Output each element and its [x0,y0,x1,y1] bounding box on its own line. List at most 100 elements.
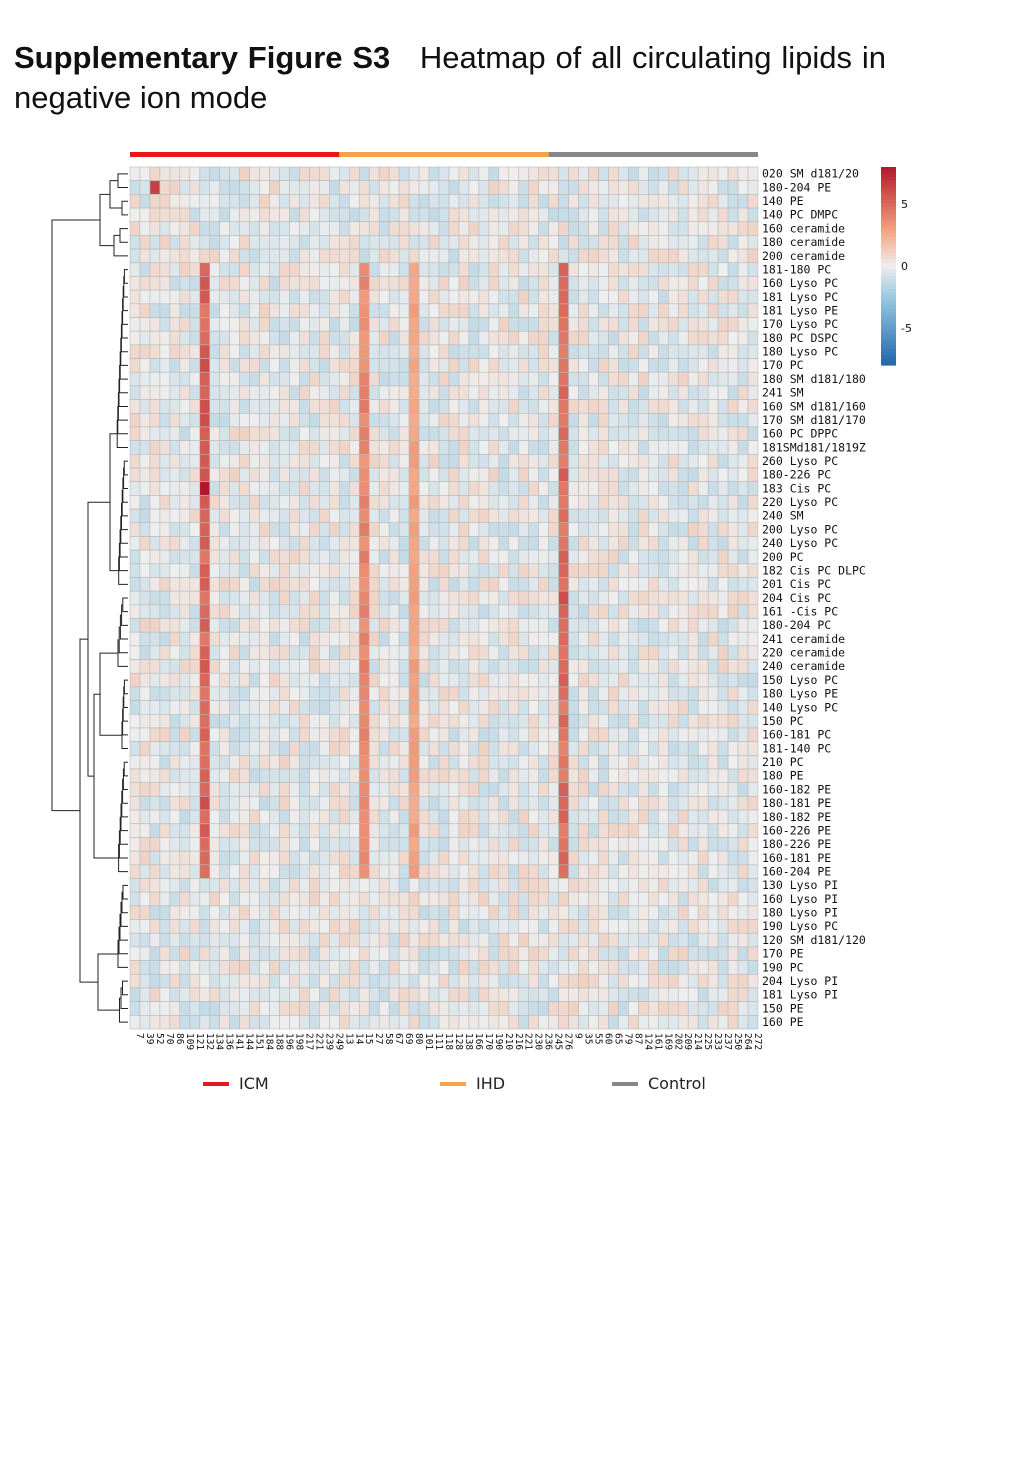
heatmap-cell [448,522,460,537]
heatmap-cell [169,317,181,332]
heatmap-cell [219,850,230,866]
heatmap-cell [448,809,460,825]
heatmap-cell [518,932,530,948]
heatmap-cell [498,919,510,934]
heatmap-cell [648,631,659,647]
heatmap-cell [358,919,370,934]
heatmap-cell [478,659,490,674]
heatmap-cell [458,358,470,373]
heatmap-cell [428,741,440,756]
heatmap-cell [478,823,490,838]
heatmap-cell [538,508,549,524]
heatmap-cell [488,577,500,592]
heatmap-cell [408,262,420,277]
heatmap-cell [418,796,430,811]
heatmap-cell [707,618,719,633]
heatmap-cell [677,399,689,414]
heatmap-cell [309,522,320,537]
heatmap-cell [498,987,510,1002]
heatmap-cell [259,837,270,852]
heatmap-cell [737,1015,749,1030]
heatmap-cell [697,796,709,811]
heatmap-cell [578,536,589,551]
heatmap-cell [378,180,390,195]
heatmap-cell [598,426,609,441]
heatmap-cell [149,454,161,469]
heatmap-cell [348,686,360,701]
heatmap-cell [299,563,310,578]
heatmap-cell [329,235,340,250]
heatmap-cell [628,426,639,441]
heatmap-cell [658,399,669,414]
heatmap-cell [289,1001,300,1016]
heatmap-cell [578,522,589,537]
heatmap-cell [229,207,240,223]
heatmap-cell [667,1015,679,1030]
heatmap-cell [199,878,211,893]
heatmap-cell [518,221,530,236]
heatmap-cell [717,508,729,524]
heatmap-cell [189,194,201,209]
heatmap-cell [269,221,280,236]
heatmap-cell [568,837,579,852]
heatmap-cell [259,741,270,756]
heatmap-cell [648,645,659,660]
heatmap-cell [289,960,300,975]
heatmap-cell [358,905,370,920]
heatmap-cell [189,768,201,784]
row-label: 160 Lyso PI [762,892,838,906]
heatmap-cell [508,235,520,250]
heatmap-cell [747,809,759,825]
heatmap-cell [398,919,410,934]
heatmap-cell [578,371,589,387]
heatmap-cell [658,891,669,907]
dendrogram-branch [119,228,128,243]
heatmap-cell [219,563,230,578]
heatmap-cell [219,454,230,469]
heatmap-cell [289,932,300,948]
heatmap-cell [687,440,699,455]
heatmap-cell [588,289,599,305]
heatmap-cell [368,618,380,633]
heatmap-cell [348,1015,360,1030]
heatmap-cell [209,289,221,305]
heatmap-cell [438,385,450,400]
heatmap-cell [598,221,609,236]
heatmap-cell [727,631,739,647]
heatmap-cell [488,700,500,715]
heatmap-cell [279,645,290,660]
heatmap-cell [149,371,161,387]
heatmap-cell [189,235,201,250]
heatmap-cell [648,700,659,715]
heatmap-cell [588,358,599,373]
heatmap-cell [319,659,330,674]
heatmap-cell [717,412,729,428]
heatmap-cell [339,440,350,455]
heatmap-cell [309,741,320,756]
heatmap-cell [319,932,330,948]
heatmap-cell [289,440,300,455]
heatmap-cell [638,522,649,537]
heatmap-cell [348,180,360,195]
heatmap-cell [299,577,310,592]
heatmap-cell [199,358,211,373]
heatmap-cell [339,891,350,907]
heatmap-cell [697,837,709,852]
heatmap-cell [219,837,230,852]
heatmap-cell [648,919,659,934]
heatmap-cell [329,604,340,619]
heatmap-cell [528,317,539,332]
heatmap-cell [388,317,400,332]
heatmap-cell [448,412,460,428]
heatmap-cell [608,864,619,879]
heatmap-cell [378,522,390,537]
row-label: 160 Lyso PC [762,276,838,290]
heatmap-cell [209,207,221,223]
dendrogram-branch [123,679,128,695]
heatmap-cell [548,166,559,181]
heatmap-cell [548,973,559,989]
heatmap-cell [289,276,300,291]
heatmap-cell [707,741,719,756]
heatmap-cell [568,508,579,524]
heatmap-cell [398,987,410,1002]
